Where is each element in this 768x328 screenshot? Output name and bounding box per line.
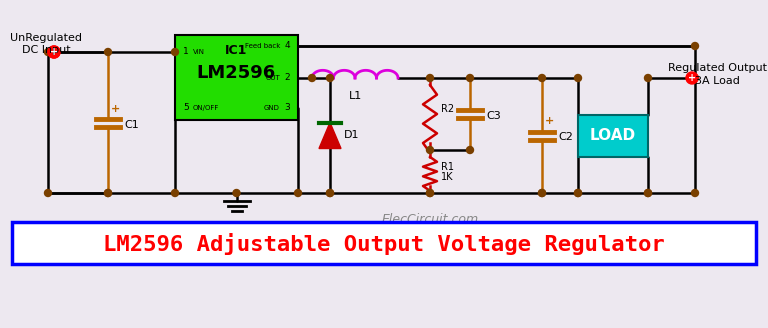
Text: +: + bbox=[50, 47, 58, 57]
Bar bbox=[175, 35, 298, 120]
Text: L1: L1 bbox=[349, 91, 362, 101]
Circle shape bbox=[691, 74, 699, 81]
Text: 1K: 1K bbox=[441, 172, 453, 181]
Circle shape bbox=[426, 74, 433, 81]
Text: 4: 4 bbox=[284, 42, 290, 51]
Circle shape bbox=[466, 74, 474, 81]
Circle shape bbox=[309, 74, 316, 81]
Text: UnRegulated: UnRegulated bbox=[10, 33, 82, 43]
Text: D1: D1 bbox=[344, 131, 359, 140]
Circle shape bbox=[326, 190, 333, 196]
Circle shape bbox=[691, 190, 699, 196]
Circle shape bbox=[538, 74, 545, 81]
Circle shape bbox=[644, 190, 651, 196]
Text: C3: C3 bbox=[486, 111, 501, 121]
Text: C2: C2 bbox=[558, 133, 573, 142]
Text: R1: R1 bbox=[441, 161, 454, 172]
Text: LOAD: LOAD bbox=[590, 128, 636, 143]
Bar bbox=[12, 222, 756, 264]
Circle shape bbox=[233, 190, 240, 196]
Circle shape bbox=[644, 190, 651, 196]
Circle shape bbox=[686, 72, 698, 84]
Circle shape bbox=[691, 43, 699, 50]
Circle shape bbox=[45, 49, 51, 55]
Bar bbox=[578, 114, 648, 156]
Circle shape bbox=[48, 46, 60, 58]
Text: C1: C1 bbox=[124, 119, 139, 130]
Text: LM2596 Adjustable Output Voltage Regulator: LM2596 Adjustable Output Voltage Regulat… bbox=[103, 233, 665, 255]
Text: 1: 1 bbox=[183, 48, 189, 56]
Circle shape bbox=[466, 147, 474, 154]
Text: ElecCircuit.com: ElecCircuit.com bbox=[382, 213, 478, 226]
Circle shape bbox=[326, 74, 333, 81]
Text: +: + bbox=[545, 116, 554, 127]
Circle shape bbox=[104, 190, 111, 196]
Text: R2: R2 bbox=[441, 104, 454, 114]
Text: GND: GND bbox=[264, 105, 280, 111]
Circle shape bbox=[538, 190, 545, 196]
Circle shape bbox=[574, 190, 581, 196]
Text: VIN: VIN bbox=[193, 49, 205, 55]
Circle shape bbox=[644, 74, 651, 81]
Circle shape bbox=[294, 190, 302, 196]
Text: 3: 3 bbox=[284, 104, 290, 113]
Circle shape bbox=[426, 147, 433, 154]
Circle shape bbox=[45, 190, 51, 196]
Circle shape bbox=[104, 190, 111, 196]
Text: ON/OFF: ON/OFF bbox=[193, 105, 220, 111]
Circle shape bbox=[426, 190, 433, 196]
Polygon shape bbox=[319, 122, 341, 149]
Circle shape bbox=[104, 49, 111, 55]
Circle shape bbox=[171, 190, 178, 196]
Text: +: + bbox=[688, 73, 696, 83]
Text: 2: 2 bbox=[284, 73, 290, 83]
Text: LM2596: LM2596 bbox=[197, 64, 276, 82]
Circle shape bbox=[574, 190, 581, 196]
Text: OUT: OUT bbox=[265, 75, 280, 81]
Circle shape bbox=[48, 46, 60, 58]
Circle shape bbox=[171, 49, 178, 55]
Circle shape bbox=[326, 190, 333, 196]
Text: 3A Load: 3A Load bbox=[694, 76, 740, 86]
Text: Feed back: Feed back bbox=[245, 43, 280, 49]
Text: Regulated Output: Regulated Output bbox=[667, 63, 766, 73]
Circle shape bbox=[574, 74, 581, 81]
Text: +: + bbox=[111, 104, 121, 113]
Text: DC Input: DC Input bbox=[22, 45, 71, 55]
Circle shape bbox=[426, 190, 433, 196]
Text: IC1: IC1 bbox=[225, 45, 248, 57]
Text: 5: 5 bbox=[183, 104, 189, 113]
Circle shape bbox=[538, 190, 545, 196]
